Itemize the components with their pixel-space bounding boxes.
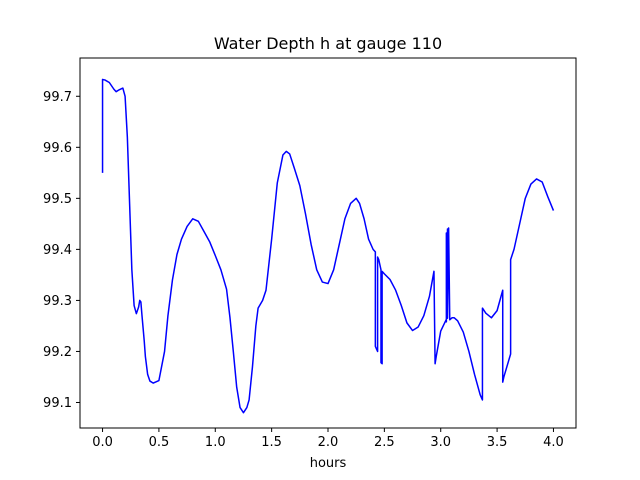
plot-frame	[79, 57, 577, 429]
x-axis: 0.0 0.5 1.0 1.5 2.0 2.5 3.0 3.5 4.0	[92, 428, 564, 450]
x-tick-label: 4.0	[543, 435, 564, 450]
y-tick-label: 99.2	[43, 345, 72, 360]
x-tick-label: 0.0	[92, 435, 113, 450]
series-line	[101, 78, 555, 414]
x-tick-label: 1.5	[261, 435, 282, 450]
x-tick-label: 1.0	[205, 435, 226, 450]
x-tick-label: 2.0	[318, 435, 339, 450]
y-tick-label: 99.7	[43, 90, 72, 105]
chart-title: Water Depth h at gauge 110	[214, 34, 442, 53]
y-tick-label: 99.1	[43, 396, 72, 411]
x-tick-label: 3.5	[487, 435, 508, 450]
y-axis: 99.1 99.2 99.3 99.4 99.5 99.6 99.7	[43, 90, 80, 411]
plot-area	[101, 78, 555, 414]
y-tick-label: 99.5	[43, 192, 72, 207]
x-axis-title: hours	[310, 456, 347, 471]
x-tick-label: 3.0	[430, 435, 451, 450]
y-tick-label: 99.6	[43, 141, 72, 156]
y-tick-label: 99.3	[43, 294, 72, 309]
x-tick-label: 0.5	[149, 435, 170, 450]
x-tick-label: 2.5	[374, 435, 395, 450]
y-tick-label: 99.4	[43, 243, 72, 258]
